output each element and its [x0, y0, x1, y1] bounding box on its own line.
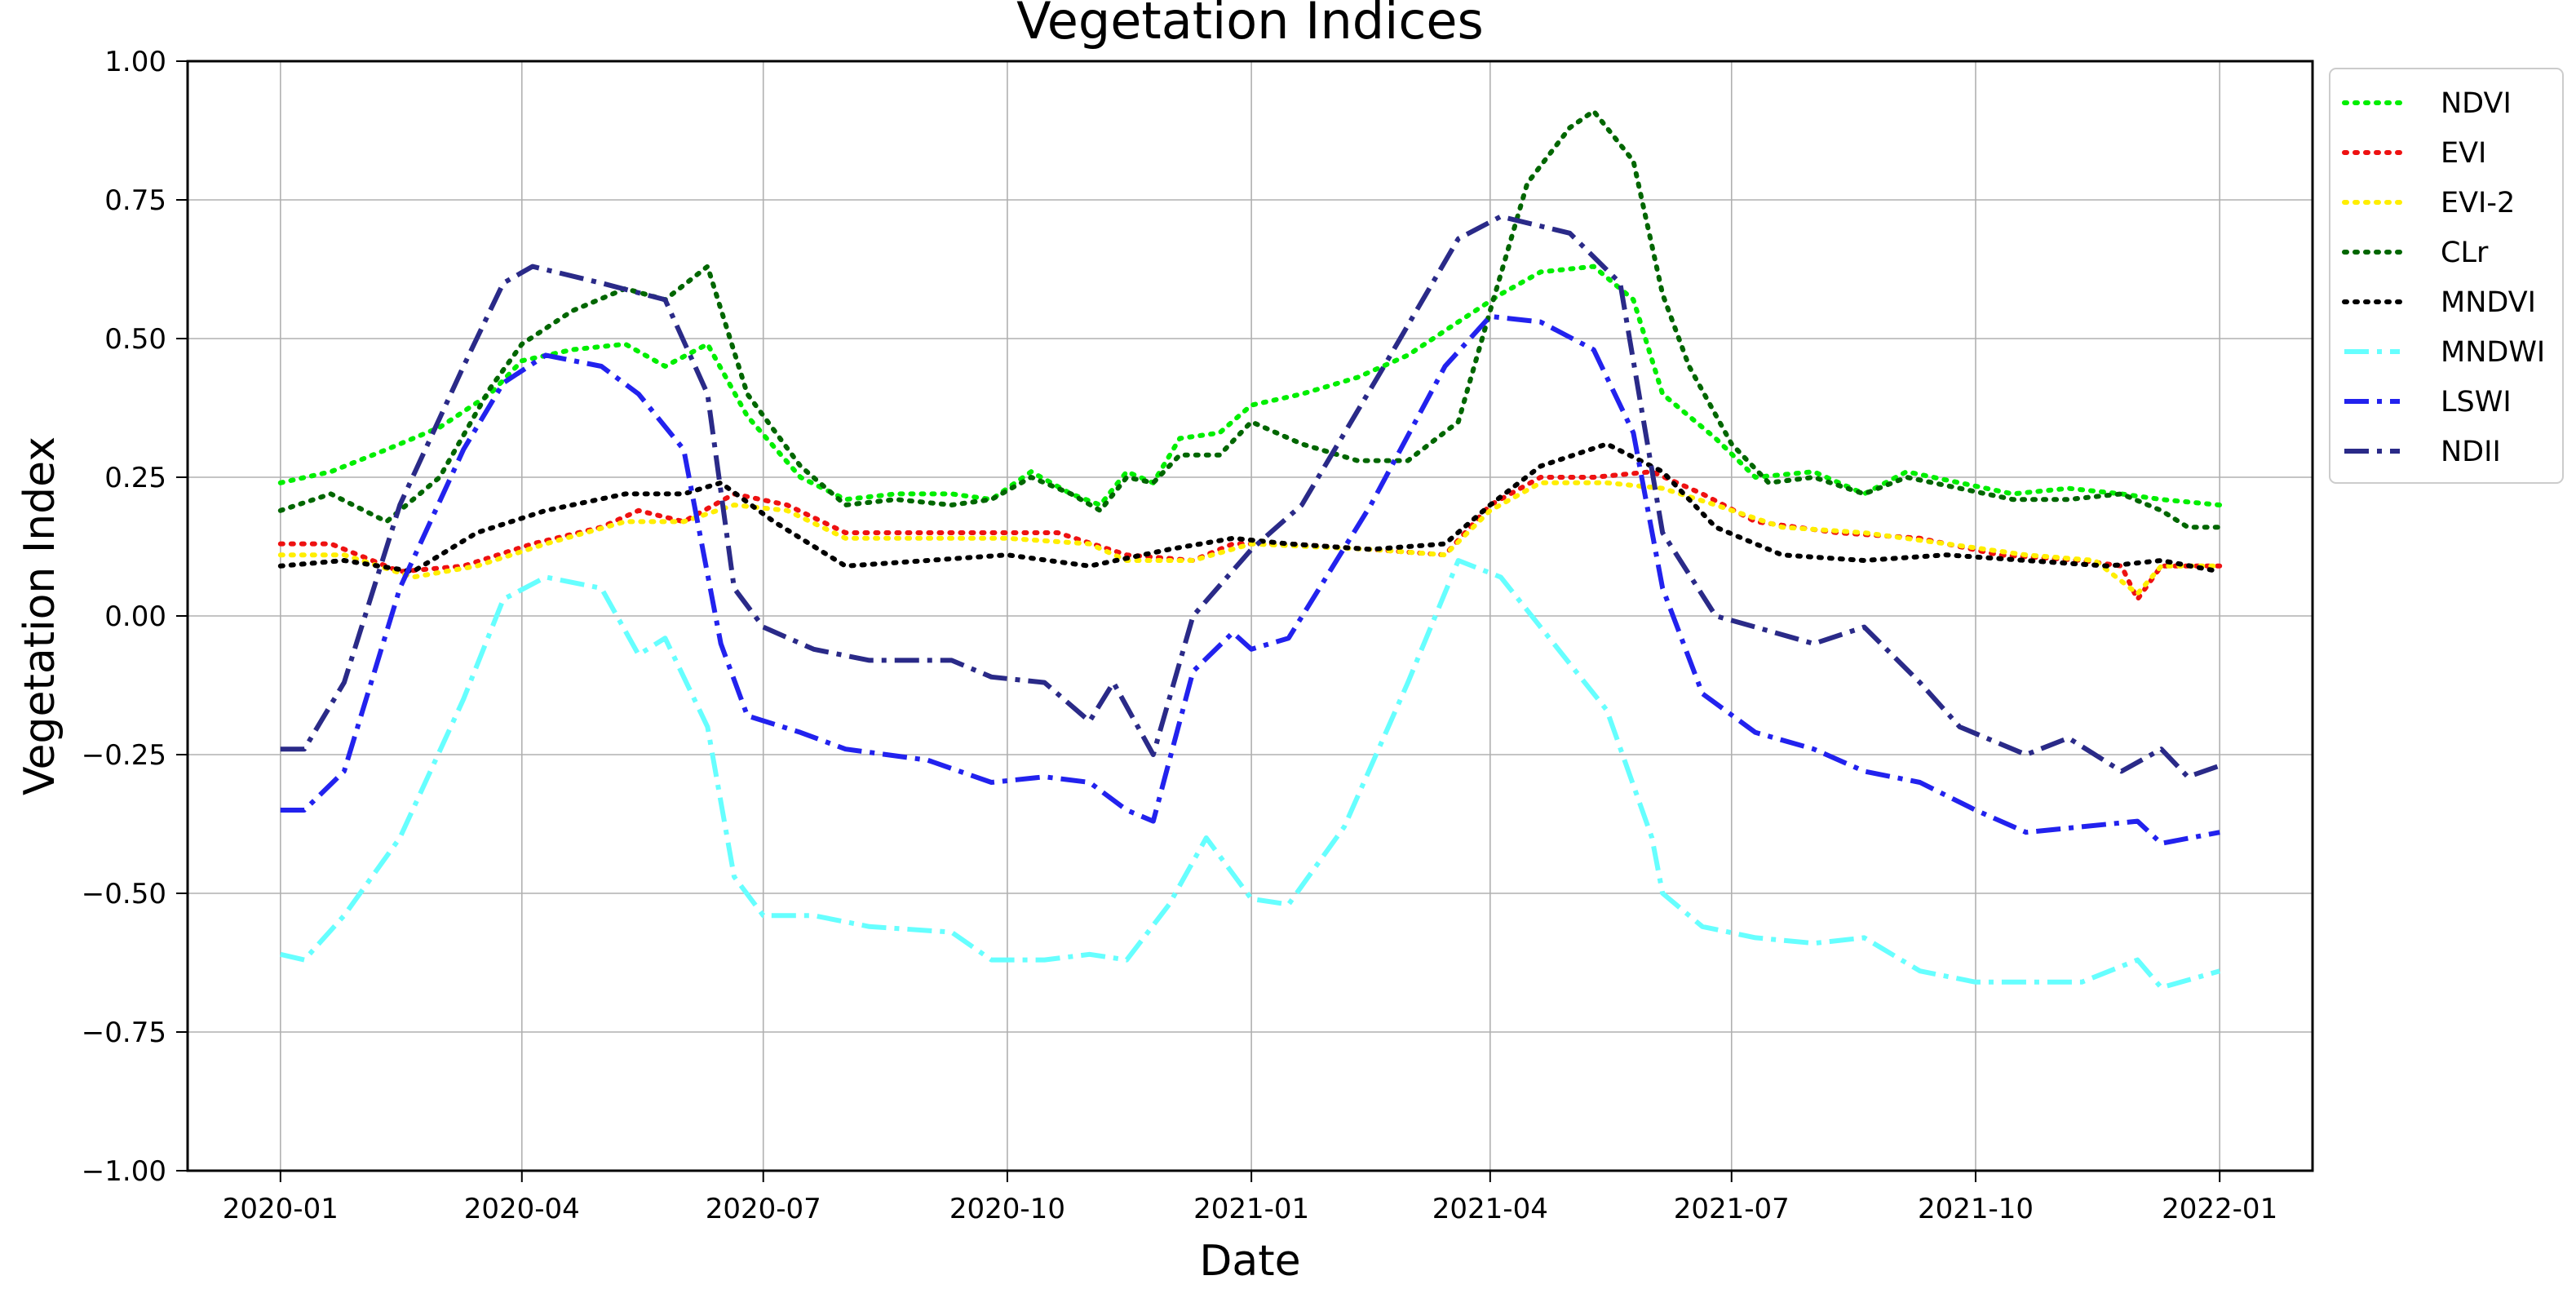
y-tick-label: −0.25 [82, 739, 166, 772]
x-tick-label: 2020-04 [464, 1193, 580, 1225]
x-tick-label: 2021-04 [1432, 1193, 1548, 1225]
series-line-ndii [280, 214, 2221, 780]
legend-label: CLr [2441, 237, 2489, 269]
series-lines [277, 109, 2223, 990]
legend-label: NDVI [2441, 87, 2512, 120]
x-tick-label: 2021-07 [1674, 1193, 1790, 1225]
x-axis-title: Date [1199, 1237, 1300, 1286]
y-tick-label: −0.75 [82, 1017, 166, 1049]
chart-title: Vegetation Indices [1016, 0, 1484, 51]
y-tick-label: −1.00 [82, 1155, 166, 1188]
x-tick-label: 2021-01 [1193, 1193, 1309, 1225]
y-axis-title: Vegetation Index [15, 436, 64, 795]
series-line-mndwi [280, 558, 2221, 990]
y-tick-label: −0.50 [82, 878, 166, 910]
series-line-mndvi [277, 441, 2223, 574]
axis-ticks: 2020-01 2020-04 2020-07 2020-10 2021-01 2021-… [82, 46, 2277, 1225]
legend-box [2329, 68, 2564, 484]
legend-label: MNDWI [2441, 336, 2545, 369]
x-tick-label: 2022-01 [2162, 1193, 2277, 1225]
legend: NDVI EVI EVI-2 CLr MNDVI MNDWI LSWI NDII [2329, 68, 2564, 484]
series-line-evi-2 [277, 480, 2223, 596]
legend-label: MNDVI [2441, 286, 2536, 319]
legend-label: LSWI [2441, 386, 2512, 419]
y-tick-label: 0.75 [104, 184, 166, 217]
x-tick-label: 2020-01 [223, 1193, 339, 1225]
series-line-lswi [280, 313, 2220, 846]
series-line-ndvi [277, 264, 2223, 507]
x-tick-label: 2020-10 [949, 1193, 1065, 1225]
legend-label: NDII [2441, 436, 2501, 468]
x-tick-label: 2021-10 [1918, 1193, 2034, 1225]
y-tick-label: 1.00 [104, 46, 166, 78]
y-tick-label: 0.00 [104, 600, 166, 633]
y-tick-label: 0.50 [104, 323, 166, 356]
legend-label: EVI [2441, 137, 2486, 170]
x-tick-label: 2020-07 [706, 1193, 821, 1225]
y-tick-label: 0.25 [104, 462, 166, 494]
legend-label: EVI-2 [2441, 187, 2515, 219]
